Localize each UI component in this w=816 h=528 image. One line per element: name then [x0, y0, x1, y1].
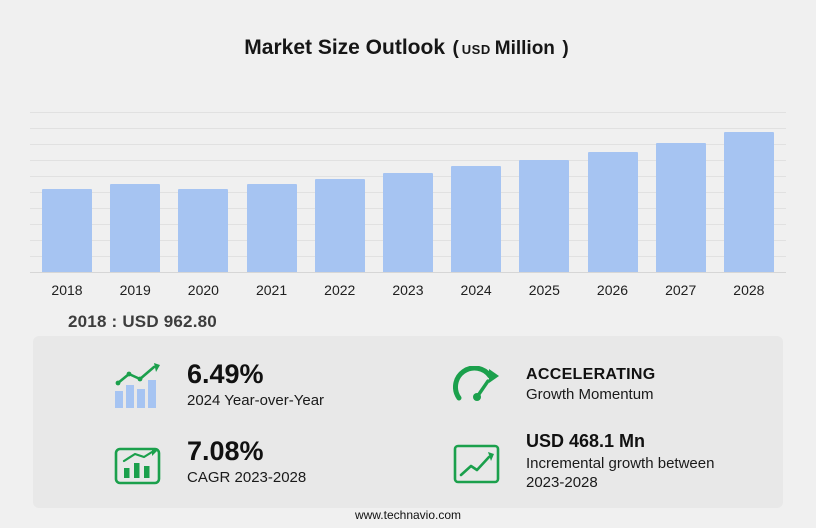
- x-tick-2022: 2022: [324, 282, 356, 298]
- bar-column-2020: [178, 189, 229, 272]
- bar-2020: [178, 189, 229, 272]
- chart-title: Market Size Outlook: [244, 36, 446, 59]
- unit-paren-open: (: [452, 38, 459, 59]
- stat-incremental-label: Incremental growth between 2023-2028: [526, 455, 715, 491]
- stat-cagr: 7.08% CAGR 2023-2028: [111, 431, 420, 494]
- stat-cagr-label: CAGR 2023-2028: [187, 469, 307, 487]
- stat-cagr-value: 7.08%: [187, 435, 264, 466]
- bar-2023: [382, 173, 433, 272]
- stat-yoy: 6.49% 2024 Year-over-Year: [111, 354, 420, 417]
- bar-2018: [42, 189, 92, 272]
- x-tick-2024: 2024: [460, 282, 492, 298]
- bar-column-2021: [246, 184, 297, 272]
- unit-word: Million: [494, 38, 555, 59]
- bar-column-2027: [655, 143, 706, 272]
- stat-momentum-value: ACCELERATING: [526, 365, 656, 383]
- cagr-chart-icon: [111, 439, 165, 487]
- bar-2024: [451, 166, 502, 272]
- website-url: www.technavio.com: [354, 508, 462, 522]
- bar-column-2026: [587, 152, 638, 272]
- bar-column-2022: [314, 179, 365, 272]
- page-title: Market Size Outlook (USD Million ): [0, 36, 816, 60]
- bar-column-2019: [110, 184, 161, 272]
- stat-momentum: ACCELERATING Growth Momentum: [450, 354, 759, 417]
- bar-2027: [655, 143, 706, 272]
- x-tick-2025: 2025: [528, 282, 560, 298]
- yoy-bars-icon: [111, 362, 165, 410]
- bar-column-2028: [723, 132, 774, 272]
- x-axis-labels: 2018 2019 2020 2021 2022 2023 2024 2025 2026 2027…: [30, 282, 786, 298]
- x-tick-2018: 2018: [51, 282, 83, 298]
- bar-chart: 2018 2019 2020 2021 2022 2023 2024 2025 2026 2027…: [30, 112, 786, 298]
- bar-column-2023: [382, 173, 433, 272]
- base-year-value: 2018 : USD 962.80: [68, 312, 217, 331]
- bar-column-2018: [42, 189, 92, 272]
- x-tick-2026: 2026: [596, 282, 629, 298]
- plot-area: [30, 112, 786, 273]
- x-tick-2020: 2020: [187, 282, 219, 298]
- bar-column-2025: [519, 160, 570, 272]
- speedometer-icon: [450, 362, 504, 410]
- stat-incremental: USD 468.1 Mn Incremental growth between …: [450, 431, 759, 494]
- bar-2028: [723, 132, 774, 272]
- x-tick-2019: 2019: [119, 282, 151, 298]
- bar-2026: [587, 152, 638, 272]
- stat-incremental-value: USD 468.1 Mn: [526, 431, 646, 452]
- bar-column-2024: [451, 166, 502, 272]
- bar-2021: [246, 184, 297, 272]
- x-tick-2023: 2023: [392, 282, 424, 298]
- unit-currency: USD: [461, 42, 491, 57]
- bar-2022: [314, 179, 365, 272]
- stats-panel: 6.49% 2024 Year-over-Year ACCELERATING G…: [33, 336, 783, 508]
- bar-2019: [110, 184, 161, 272]
- x-tick-2021: 2021: [255, 282, 288, 298]
- x-tick-2028: 2028: [733, 282, 765, 298]
- stat-yoy-label: 2024 Year-over-Year: [187, 392, 325, 410]
- stat-yoy-value: 6.49%: [187, 358, 264, 389]
- stat-momentum-label: Growth Momentum: [526, 386, 654, 404]
- x-tick-2027: 2027: [665, 282, 697, 298]
- incremental-growth-icon: [450, 439, 504, 487]
- bar-2025: [519, 160, 570, 272]
- unit-paren-close: ): [562, 38, 569, 59]
